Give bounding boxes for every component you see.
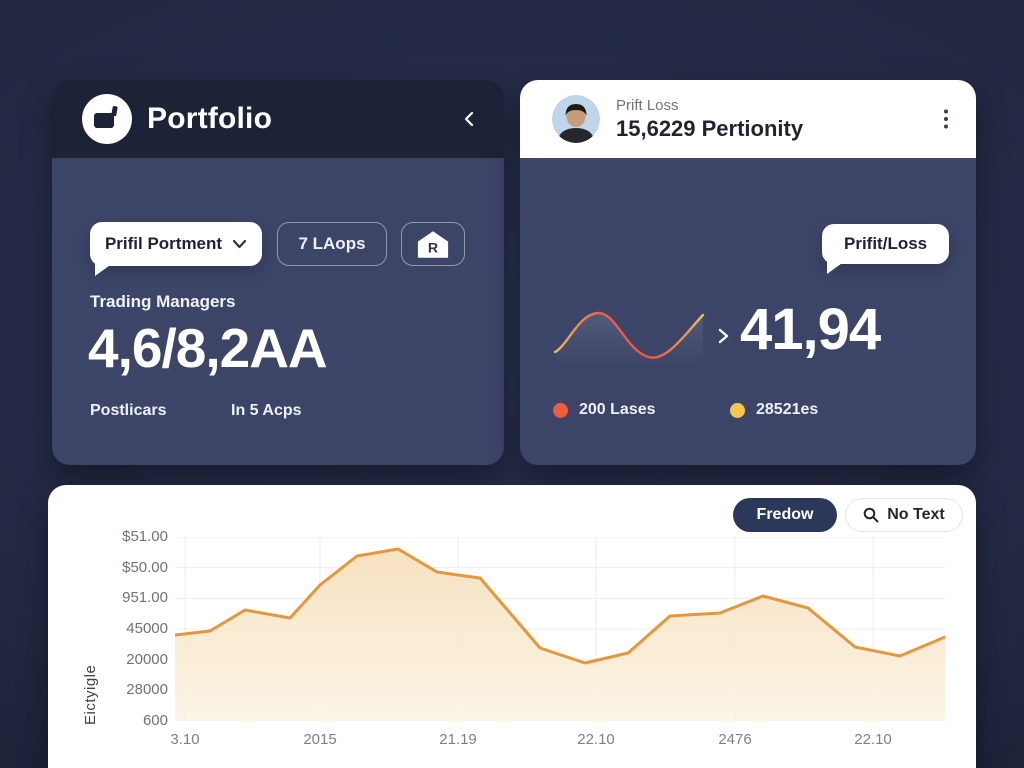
profit-loss-sparkline bbox=[553, 311, 705, 366]
y-axis-tick-label: 28000 bbox=[126, 681, 168, 699]
profit-loss-tooltip: Prifit/Loss bbox=[822, 224, 950, 264]
legend-dot-yellow bbox=[730, 402, 745, 418]
legend-dot-red bbox=[553, 402, 568, 418]
fredow-button[interactable]: Fredow bbox=[733, 498, 837, 532]
x-axis-tick-label: 2476 bbox=[718, 731, 752, 748]
header-subtitle: Prift Loss bbox=[616, 96, 679, 114]
x-axis-tick-label: 2015 bbox=[303, 731, 337, 748]
avatar bbox=[552, 95, 600, 143]
y-axis-tick-label: 20000 bbox=[126, 650, 168, 668]
search-button[interactable]: No Text bbox=[845, 498, 963, 532]
dropdown-label: Prifil Portment bbox=[104, 234, 223, 253]
house-r-icon: R bbox=[417, 230, 449, 258]
chevron-down-icon bbox=[232, 239, 247, 249]
chevron-left-icon bbox=[464, 111, 474, 127]
chart-card: Fredow No Text Eictyigle $51.00 $50.00 951… bbox=[48, 485, 976, 768]
collapse-button[interactable] bbox=[456, 105, 484, 133]
portfolio-app-icon bbox=[82, 94, 132, 144]
legend-label: 200 Lases bbox=[579, 401, 656, 418]
y-axis-tick-label: 45000 bbox=[126, 620, 168, 637]
x-axis-labels: 3.10 2015 21.19 22.10 2476 22.10 bbox=[170, 731, 945, 751]
portfolio-card: Portfolio Prifil Portment 7 LAops R Trad… bbox=[52, 80, 504, 465]
sub-label-right: In 5 Acps bbox=[231, 402, 302, 419]
section-label: Trading Managers bbox=[90, 292, 236, 311]
area-chart bbox=[175, 537, 945, 721]
x-axis-tick-label: 3.10 bbox=[170, 731, 200, 748]
x-axis-tick-label: 22.10 bbox=[577, 731, 615, 748]
portfolio-card-header: Portfolio bbox=[52, 80, 504, 158]
kebab-icon bbox=[944, 109, 948, 129]
chevron-right-icon bbox=[717, 327, 730, 345]
sub-label-left: Postlicars bbox=[90, 402, 167, 419]
y-axis-tick-label: $50.00 bbox=[122, 558, 168, 576]
search-icon bbox=[863, 507, 879, 523]
profit-loss-value: 41,94 bbox=[740, 297, 881, 362]
page-title: Portfolio bbox=[147, 102, 273, 135]
more-options-button[interactable] bbox=[938, 103, 954, 135]
y-axis-tick-label: $51.00 bbox=[122, 528, 168, 545]
svg-text:R: R bbox=[428, 240, 438, 256]
x-axis-tick-label: 21.19 bbox=[439, 731, 477, 748]
portfolio-value: 4,6/8,2AA bbox=[88, 317, 328, 379]
profit-loss-header: Prift Loss 15,6229 Pertionity bbox=[520, 80, 976, 158]
header-text: Prift Loss 15,6229 Pertionity bbox=[616, 97, 803, 142]
legend-item-yellow: 28521es bbox=[730, 401, 818, 419]
home-r-button[interactable]: R bbox=[401, 222, 465, 266]
y-axis-tick-label: 600 bbox=[142, 712, 168, 729]
legend-item-red: 200 Lases bbox=[553, 401, 656, 419]
legend-label: 28521es bbox=[756, 401, 819, 418]
portfolio-filter-dropdown[interactable]: Prifil Portment bbox=[90, 222, 262, 266]
search-button-label: No Text bbox=[887, 506, 945, 523]
y-axis-labels: $51.00 $50.00 951.00 45000 20000 28000 600 bbox=[48, 528, 168, 729]
x-axis-tick-label: 22.10 bbox=[854, 731, 892, 748]
laps-button[interactable]: 7 LAops bbox=[277, 222, 387, 266]
header-title: 15,6229 Pertionity bbox=[616, 115, 804, 141]
profit-loss-card: Prift Loss 15,6229 Pertionity Prifit/Los… bbox=[520, 80, 976, 465]
y-axis-tick-label: 951.00 bbox=[122, 589, 168, 607]
